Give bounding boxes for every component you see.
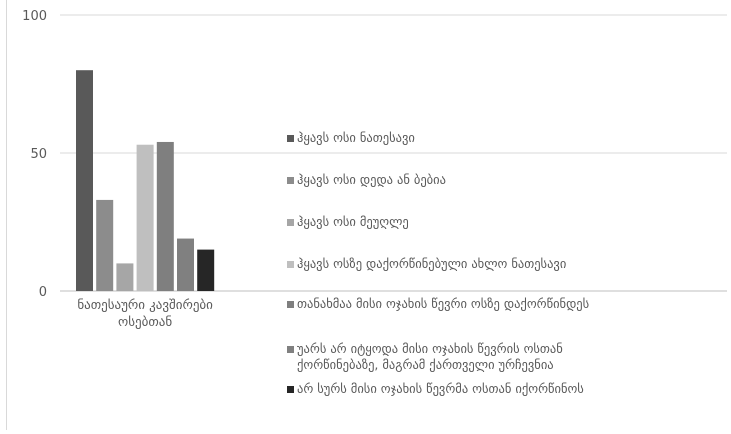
legend-label: ჰყავს ოსი მეუღლე — [297, 214, 409, 229]
legend-swatch — [287, 219, 294, 226]
bars — [76, 70, 215, 291]
y-tick-label: 100 — [22, 9, 47, 24]
legend-label: ჰყავს ოსზე დაქორწინებული ახლო ნათესავი — [297, 256, 566, 271]
bar-4 — [136, 144, 154, 291]
x-category-label-line: ოსებთან — [118, 315, 172, 330]
bar-6 — [177, 238, 194, 291]
legend-label: თანახმაა მისი ოჯახის წევრი ოსზე დაქორწინ… — [297, 296, 589, 311]
legend-swatch — [287, 386, 294, 393]
x-category-label-line: ნათესაური კავშირები — [77, 298, 213, 313]
legend-swatch — [287, 135, 294, 142]
legend-swatch — [287, 301, 294, 308]
bar-5 — [156, 141, 174, 291]
legend-swatch — [287, 261, 294, 268]
legend-label: უარს არ იტყოდა მისი ოჯახის წევრის ოსთან — [297, 341, 563, 356]
legend-label: არ სურს მისი ოჯახის წევრმა ოსთან იქორწინ… — [297, 381, 584, 396]
legend-label: ქორწინებაზე, მაგრამ ქართველი ურჩევნია — [297, 357, 554, 372]
legend-swatch — [287, 346, 294, 353]
legend: ჰყავს ოსი ნათესავი ჰყავს ოსი დედა ან ბები… — [287, 130, 589, 396]
bar-chart: 0 50 100 ნათესაური კავშირები ოსებთან ჰყავს … — [22, 9, 727, 396]
bar-3 — [116, 263, 134, 291]
legend-label: ჰყავს ოსი დედა ან ბებია — [297, 172, 446, 187]
y-axis-ticks: 0 50 100 — [22, 9, 47, 300]
bar-1 — [76, 70, 93, 291]
bar-7 — [197, 249, 215, 291]
chart-frame: 0 50 100 ნათესაური კავშირები ოსებთან ჰყავს … — [6, 0, 731, 430]
legend-swatch — [287, 177, 294, 184]
y-tick-label: 50 — [30, 147, 47, 162]
y-tick-label: 0 — [39, 285, 47, 300]
x-axis-categories: ნათესაური კავშირები ოსებთან — [77, 298, 213, 330]
legend-label: ჰყავს ოსი ნათესავი — [297, 130, 415, 145]
bar-2 — [96, 199, 114, 291]
